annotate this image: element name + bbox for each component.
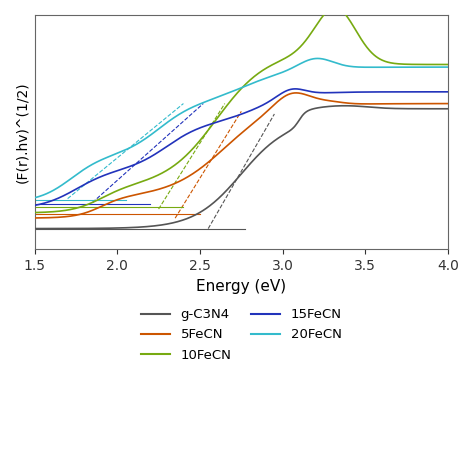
X-axis label: Energy (eV): Energy (eV) bbox=[196, 279, 286, 294]
Legend: g-C3N4, 5FeCN, 10FeCN, 15FeCN, 20FeCN: g-C3N4, 5FeCN, 10FeCN, 15FeCN, 20FeCN bbox=[136, 303, 347, 367]
Y-axis label: (F(r).hv)^(1/2): (F(r).hv)^(1/2) bbox=[15, 81, 29, 183]
